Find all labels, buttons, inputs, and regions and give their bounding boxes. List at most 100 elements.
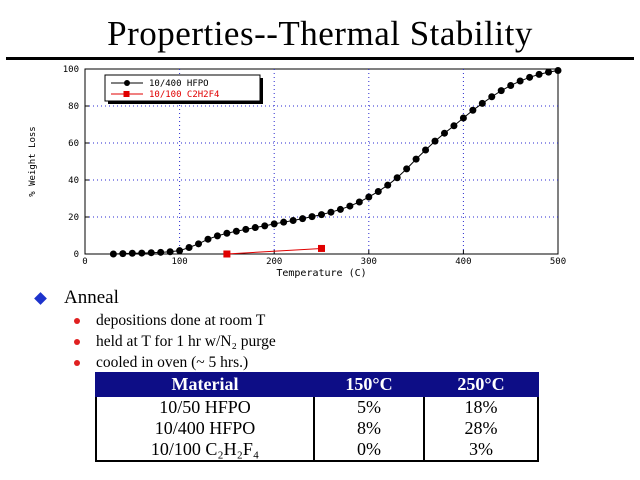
data-point xyxy=(128,249,136,257)
data-point xyxy=(393,174,401,182)
data-point xyxy=(213,232,221,240)
cell-material: 10/50 HFPO xyxy=(95,396,315,418)
data-point xyxy=(270,220,278,228)
x-tick-label: 300 xyxy=(361,257,377,267)
sub-bullet-label: cooled in oven (~ 5 hrs.) xyxy=(96,353,249,371)
sub-bullet: depositions done at room T xyxy=(74,310,276,331)
legend-label: 10/100 C2H2F4 xyxy=(149,90,219,100)
table-header-row: Material 150°C 250°C xyxy=(95,372,539,397)
data-point xyxy=(488,93,496,101)
data-point xyxy=(336,205,344,213)
legend-label: 10/400 HFPO xyxy=(149,79,209,89)
data-point xyxy=(147,249,155,257)
data-point xyxy=(119,250,127,258)
header-250c: 250°C xyxy=(423,372,539,397)
x-tick-label: 500 xyxy=(550,257,566,267)
data-point xyxy=(242,225,250,233)
cell-250c: 3% xyxy=(423,439,539,462)
x-tick-label: 400 xyxy=(455,257,471,267)
data-point xyxy=(384,181,392,189)
x-tick-label: 100 xyxy=(171,257,187,267)
data-point xyxy=(535,70,543,78)
data-point xyxy=(422,146,430,154)
weight-loss-chart: 0 100 200 300 400 500 0 20 40 60 80 100 Temperature … xyxy=(28,65,566,279)
data-point xyxy=(308,213,316,221)
data-point xyxy=(318,244,325,252)
anneal-bullets: Anneal depositions done at room T held a… xyxy=(34,286,276,373)
header-material: Material xyxy=(95,372,315,397)
x-tick-label: 0 xyxy=(82,257,87,267)
dot-bullet-icon xyxy=(74,317,80,324)
data-point xyxy=(516,77,524,85)
cell-150c: 0% xyxy=(313,439,425,462)
data-point xyxy=(176,247,184,255)
data-point xyxy=(299,215,307,223)
data-point xyxy=(204,235,212,243)
data-point xyxy=(166,248,174,256)
sub-bullet-label: depositions done at room T xyxy=(96,311,266,329)
weight-loss-table: Material 150°C 250°C 10/50 HFPO 5% 18% 1… xyxy=(95,372,539,462)
x-axis-label: Temperature (C) xyxy=(276,268,366,279)
y-tick-label: 20 xyxy=(68,213,79,223)
legend-marker xyxy=(124,80,130,86)
data-point xyxy=(223,250,231,258)
data-point xyxy=(507,81,515,89)
y-tick-label: 0 xyxy=(74,250,79,260)
data-point xyxy=(185,244,193,252)
data-point xyxy=(346,202,354,210)
sub-bullet: held at T for 1 hr w/N₂ purge xyxy=(74,331,276,352)
data-point xyxy=(232,227,240,235)
legend-marker xyxy=(123,91,130,97)
title-underline xyxy=(6,57,634,60)
header-150c: 150°C xyxy=(313,372,425,397)
data-point xyxy=(251,224,259,232)
data-point xyxy=(355,198,363,206)
data-point xyxy=(327,208,335,216)
data-point xyxy=(195,240,203,248)
data-point xyxy=(318,211,325,219)
data-point xyxy=(545,68,553,76)
data-point xyxy=(412,155,420,163)
cell-material: 10/100 C₂H₂F₄ xyxy=(95,439,315,462)
cell-250c: 28% xyxy=(423,418,539,439)
data-point xyxy=(223,229,231,237)
sub-bullet: cooled in oven (~ 5 hrs.) xyxy=(74,352,276,373)
cell-250c: 18% xyxy=(423,396,539,418)
y-tick-label: 100 xyxy=(63,65,79,75)
y-axis-label: % Weight Loss xyxy=(28,126,38,196)
table-row: 10/50 HFPO 5% 18% xyxy=(95,396,539,418)
plot-frame xyxy=(84,68,559,255)
dot-bullet-icon xyxy=(74,338,80,345)
data-point xyxy=(526,73,534,81)
data-point xyxy=(365,193,373,201)
series-line xyxy=(226,247,322,255)
data-point xyxy=(554,66,562,74)
page-title: Properties--Thermal Stability xyxy=(107,14,533,53)
data-point xyxy=(289,217,297,225)
data-point xyxy=(109,250,117,258)
data-point xyxy=(478,99,486,107)
data-point xyxy=(138,249,146,257)
cell-150c: 8% xyxy=(313,418,425,439)
data-point xyxy=(157,248,165,256)
data-point xyxy=(403,165,411,173)
data-point xyxy=(469,106,477,114)
data-point xyxy=(450,122,458,130)
data-point xyxy=(497,87,505,95)
dot-bullet-icon xyxy=(74,359,80,366)
bullet-anneal: Anneal xyxy=(34,286,276,310)
legend-box xyxy=(104,74,261,102)
data-point xyxy=(431,137,439,145)
y-tick-label: 60 xyxy=(68,139,79,149)
data-point xyxy=(459,114,467,122)
cell-150c: 5% xyxy=(313,396,425,418)
bullet-anneal-label: Anneal xyxy=(64,287,119,308)
sub-bullet-label: held at T for 1 hr w/N₂ purge xyxy=(96,332,276,350)
x-tick-label: 200 xyxy=(266,257,282,267)
data-point xyxy=(280,218,288,226)
cell-material: 10/400 HFPO xyxy=(95,418,315,439)
table-row: 10/400 HFPO 8% 28% xyxy=(95,418,539,439)
y-tick-label: 40 xyxy=(68,176,79,186)
data-point xyxy=(440,129,448,137)
y-tick-label: 80 xyxy=(68,102,79,112)
